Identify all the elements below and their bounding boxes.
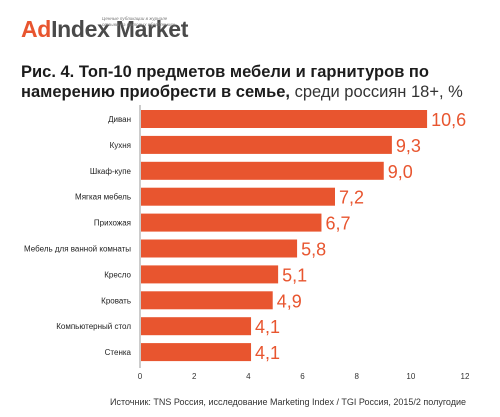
value-label: 5,1 [282, 265, 307, 285]
value-label: 4,1 [255, 317, 280, 337]
category-label: Компьютерный стол [56, 322, 131, 331]
category-label: Шкаф-купе [90, 167, 132, 176]
x-tick-label: 10 [406, 372, 415, 381]
category-label: Стенка [105, 348, 132, 357]
bar [141, 135, 392, 154]
bar [141, 265, 279, 284]
bar [141, 343, 252, 362]
chart-title-sub: среди россиян 18+, % [294, 83, 463, 101]
x-tick-label: 6 [300, 372, 305, 381]
bar [141, 239, 298, 258]
x-tick-label: 8 [354, 372, 359, 381]
bar [141, 110, 428, 128]
source-note: Источник: TNS Россия, исследование Marke… [110, 397, 466, 407]
x-tick-label: 0 [138, 372, 143, 381]
category-label: Мягкая мебель [75, 193, 131, 202]
value-label: 10,6 [431, 110, 466, 130]
category-label: Кресло [104, 270, 131, 279]
logo-tagline-line-2: отзывы на матовых облаблениях [102, 22, 175, 27]
category-label: Диван [108, 115, 131, 124]
bar [141, 161, 384, 180]
value-label: 6,7 [325, 214, 350, 234]
value-label: 4,9 [277, 291, 302, 311]
value-label: 7,2 [339, 188, 364, 208]
logo-ad: Ad [21, 16, 52, 42]
x-tick-label: 4 [246, 372, 251, 381]
value-label: 9,3 [396, 136, 421, 156]
bar [141, 187, 335, 206]
value-label: 4,1 [255, 343, 280, 363]
category-label: Кровать [101, 296, 131, 305]
value-label: 9,0 [388, 162, 413, 182]
bar [141, 317, 252, 336]
x-tick-label: 2 [192, 372, 197, 381]
x-tick-label: 12 [461, 372, 470, 381]
logo-wordmark: AdIndex Market [21, 16, 188, 43]
category-label: Кухня [110, 141, 131, 150]
category-label: Мебель для ванной комнаты [24, 245, 131, 254]
chart-title: Рис. 4. Топ-10 предметов мебели и гарнит… [21, 62, 491, 102]
bar [141, 291, 273, 310]
category-label: Прихожая [94, 219, 131, 228]
bar [141, 213, 322, 232]
logo-tagline-line-1: Ценные публикации в журнале [102, 16, 168, 21]
logo-rest: Index Market [51, 16, 189, 42]
chart-title-main: Рис. 4. Топ-10 предметов мебели и гарнит… [21, 63, 429, 101]
logo-tagline: Ценные публикации в журнале отзывы на ма… [102, 16, 175, 28]
value-label: 5,8 [301, 240, 326, 260]
